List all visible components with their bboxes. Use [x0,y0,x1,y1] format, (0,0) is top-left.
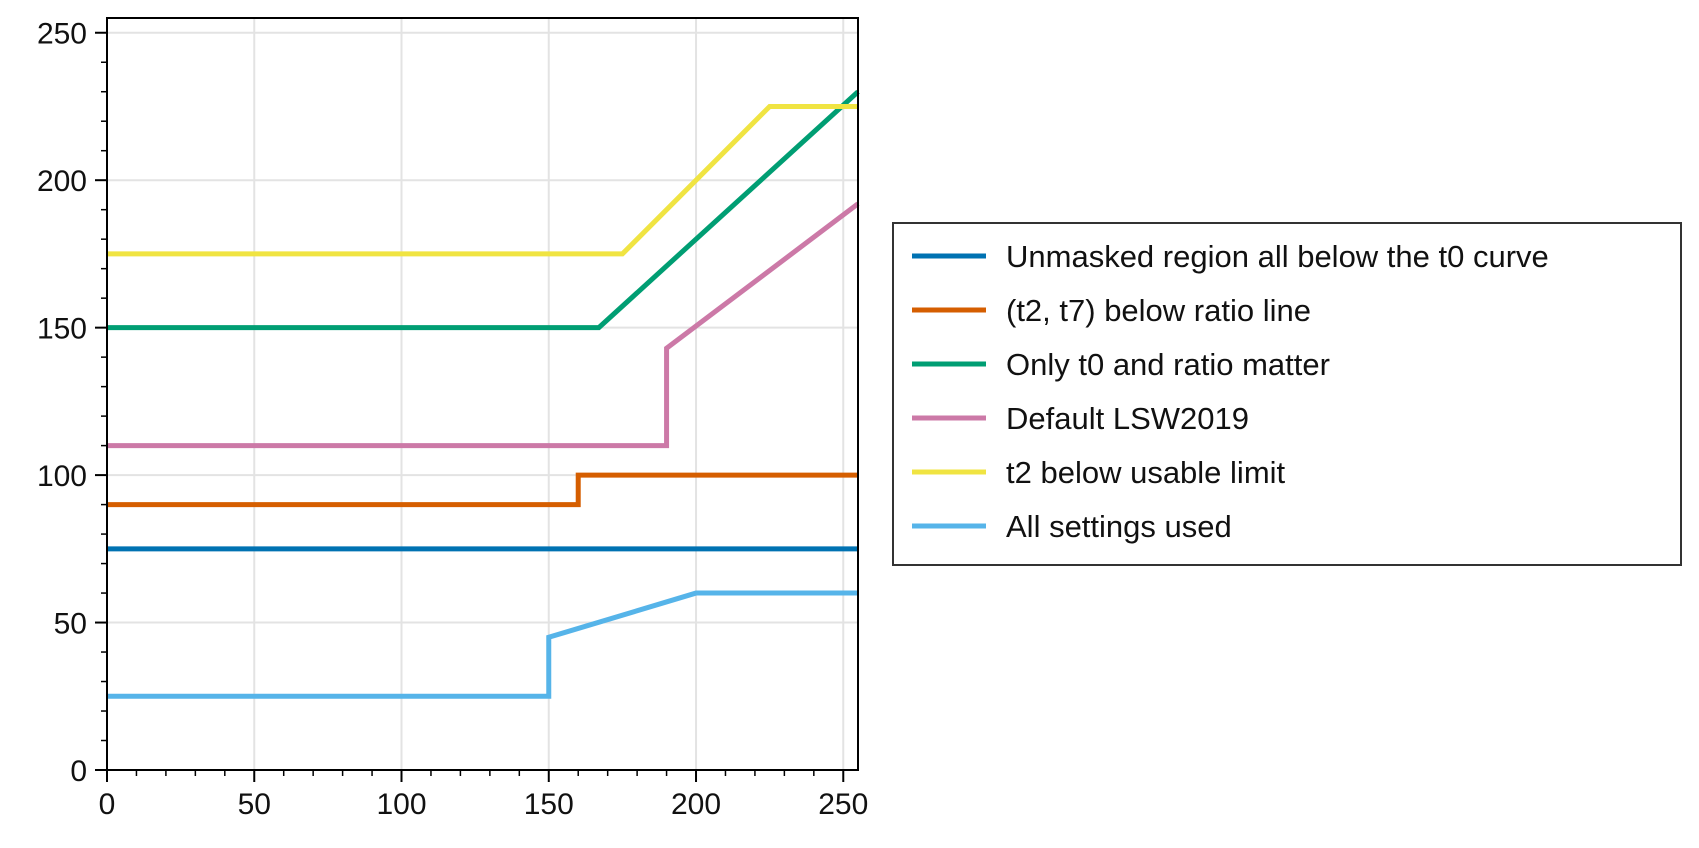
legend-label-1: (t2, t7) below ratio line [1006,293,1311,328]
legend-label-3: Default LSW2019 [1006,401,1249,436]
legend: Unmasked region all below the t0 curve (t… [892,222,1682,566]
legend-label-4: t2 below usable limit [1006,455,1286,490]
x-tick-label: 250 [818,788,868,821]
series-line-1 [107,472,858,508]
y-tick-label: 100 [37,460,87,493]
x-tick-label: 0 [99,788,116,821]
series-line-2 [107,89,860,331]
x-tick-label: 150 [524,788,574,821]
plot-frame [106,17,859,771]
y-tick-label: 200 [37,165,87,198]
x-tick-label: 50 [238,788,271,821]
series-lines [107,89,860,699]
x-tick-label: 100 [376,788,426,821]
series-line-3 [107,201,860,449]
y-tick-label: 50 [54,608,87,641]
x-tick-label: 200 [671,788,721,821]
y-tick-label: 0 [70,755,87,788]
series-line-5 [107,590,858,699]
legend-label-0: Unmasked region all below the t0 curve [1006,239,1549,274]
axis-ticks: 0 50 100 150 200 250 0 50 100 150 200 250 [37,18,868,821]
y-tick-label: 150 [37,313,87,346]
legend-label-2: Only t0 and ratio matter [1006,347,1330,382]
y-tick-label: 250 [37,18,87,51]
legend-label-5: All settings used [1006,509,1232,544]
legend-box [892,222,1682,566]
series-line-4 [107,103,858,257]
